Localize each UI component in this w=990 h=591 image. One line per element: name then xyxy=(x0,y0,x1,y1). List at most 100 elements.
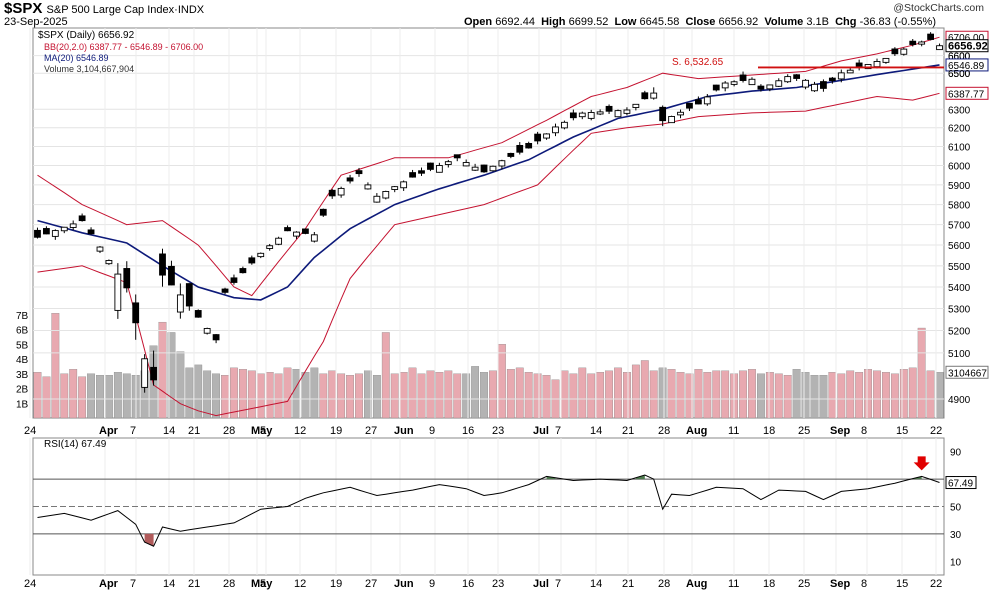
x-tick-label: Aug xyxy=(686,578,707,590)
x-tick-label: 25 xyxy=(798,578,810,590)
volume-bar xyxy=(828,372,837,419)
volume-bar xyxy=(417,373,426,419)
candle-body xyxy=(266,245,274,249)
candle-body xyxy=(578,112,586,118)
candle-body xyxy=(382,191,390,199)
volume-bar xyxy=(596,372,605,419)
x-tick-label: Jul xyxy=(533,425,549,437)
volume-bar xyxy=(890,373,899,419)
volume-bar xyxy=(292,369,301,419)
candle-body xyxy=(257,252,265,258)
candle-body xyxy=(185,283,193,307)
candle-body xyxy=(346,177,354,182)
volume-bar xyxy=(69,369,78,419)
volume-tag-box xyxy=(945,365,989,379)
candle-body xyxy=(168,265,175,286)
candle-body xyxy=(730,81,738,85)
candle-body xyxy=(936,45,943,51)
x-tick-label: 12 xyxy=(294,425,306,437)
volume-bar xyxy=(33,372,42,419)
candle-body xyxy=(543,133,550,139)
volume-bar xyxy=(319,373,328,419)
x-tick-label: Apr xyxy=(99,578,119,590)
x-tick-label: 23 xyxy=(492,425,504,437)
y-tick-label: 6500 xyxy=(948,69,971,80)
ohlc-readout: Open 6692.44 High 6699.52 Low 6645.58 Cl… xyxy=(464,16,936,28)
candle-body xyxy=(355,170,363,175)
candle-body xyxy=(793,74,801,79)
candle-body xyxy=(480,164,488,173)
volume-bar xyxy=(221,375,229,419)
candle-body xyxy=(418,170,425,174)
candle-body xyxy=(525,142,533,149)
rsi-panel: 103050709067.49 xyxy=(33,448,977,568)
candle-body xyxy=(837,72,845,80)
volume-bar xyxy=(676,372,685,419)
candle-body xyxy=(328,189,336,197)
candle-body xyxy=(739,74,747,81)
candle-body xyxy=(69,223,77,228)
candle-body xyxy=(275,237,283,245)
x-tick-label: 18 xyxy=(763,425,775,437)
x-tick-label: 8 xyxy=(861,425,867,437)
y-tick-label: 5600 xyxy=(948,241,971,252)
x-tick-label: 23 xyxy=(492,578,504,590)
volume-bar xyxy=(533,373,542,419)
x-tick-label: 18 xyxy=(763,578,775,590)
volume-bar xyxy=(310,367,319,419)
volume-bar xyxy=(51,313,60,419)
candle-body xyxy=(561,121,568,129)
x-tick-label: 19 xyxy=(330,425,342,437)
volume-bar xyxy=(846,370,855,419)
volume-bar xyxy=(631,364,640,419)
x-tick-label: 28 xyxy=(223,425,235,437)
volume-bar xyxy=(355,373,363,419)
volume-bar xyxy=(640,360,649,419)
x-tick-label: 22 xyxy=(930,578,942,590)
y-tick-label: 4900 xyxy=(948,395,971,406)
volume-bar xyxy=(399,372,408,419)
candle-body xyxy=(668,116,675,124)
volume-bar xyxy=(212,373,220,419)
candle-body xyxy=(310,234,318,242)
candle-body xyxy=(721,82,729,89)
volume-bar xyxy=(801,372,810,419)
volume-value: 3.1B xyxy=(806,16,829,28)
y-tick-label: 5800 xyxy=(948,201,971,212)
candle-body xyxy=(87,229,95,235)
candle-body xyxy=(552,126,559,134)
y-tick-label: 6100 xyxy=(948,142,971,153)
volume-bar xyxy=(587,373,596,419)
open-label: Open xyxy=(464,16,493,28)
candle-body xyxy=(60,226,68,232)
candle-body xyxy=(150,366,157,381)
x-tick-label: 14 xyxy=(590,425,602,437)
volume-bar xyxy=(560,370,569,419)
x-tick-label: Jun xyxy=(394,578,414,590)
candle-body xyxy=(757,85,765,90)
volume-tag-label: 3104667 xyxy=(948,368,987,379)
volume-bar xyxy=(497,344,506,419)
rsi-tick-label: 50 xyxy=(950,503,962,514)
high-label: High xyxy=(541,16,566,28)
volume-bar xyxy=(703,372,712,419)
candle-body xyxy=(364,184,372,190)
volume-bar xyxy=(908,367,917,419)
candle-body xyxy=(105,260,113,265)
candle-body xyxy=(212,334,220,341)
candle-body xyxy=(882,57,890,63)
volume-bar xyxy=(917,327,926,419)
volume-bar xyxy=(757,373,765,419)
bb-lower-line xyxy=(37,92,940,417)
candle-body xyxy=(141,358,149,388)
legend-ma: MA(20) 6546.89 xyxy=(44,53,109,63)
volume-bar xyxy=(364,370,372,419)
y-tick-label: 5200 xyxy=(948,327,971,338)
x-tick-label: 24 xyxy=(24,578,36,590)
candle-body xyxy=(569,112,577,119)
volume-bar xyxy=(649,370,658,419)
candle-body xyxy=(221,288,229,293)
x-tick-label: Jul xyxy=(533,578,549,590)
copyright-label: @StockCharts.com xyxy=(893,2,984,14)
